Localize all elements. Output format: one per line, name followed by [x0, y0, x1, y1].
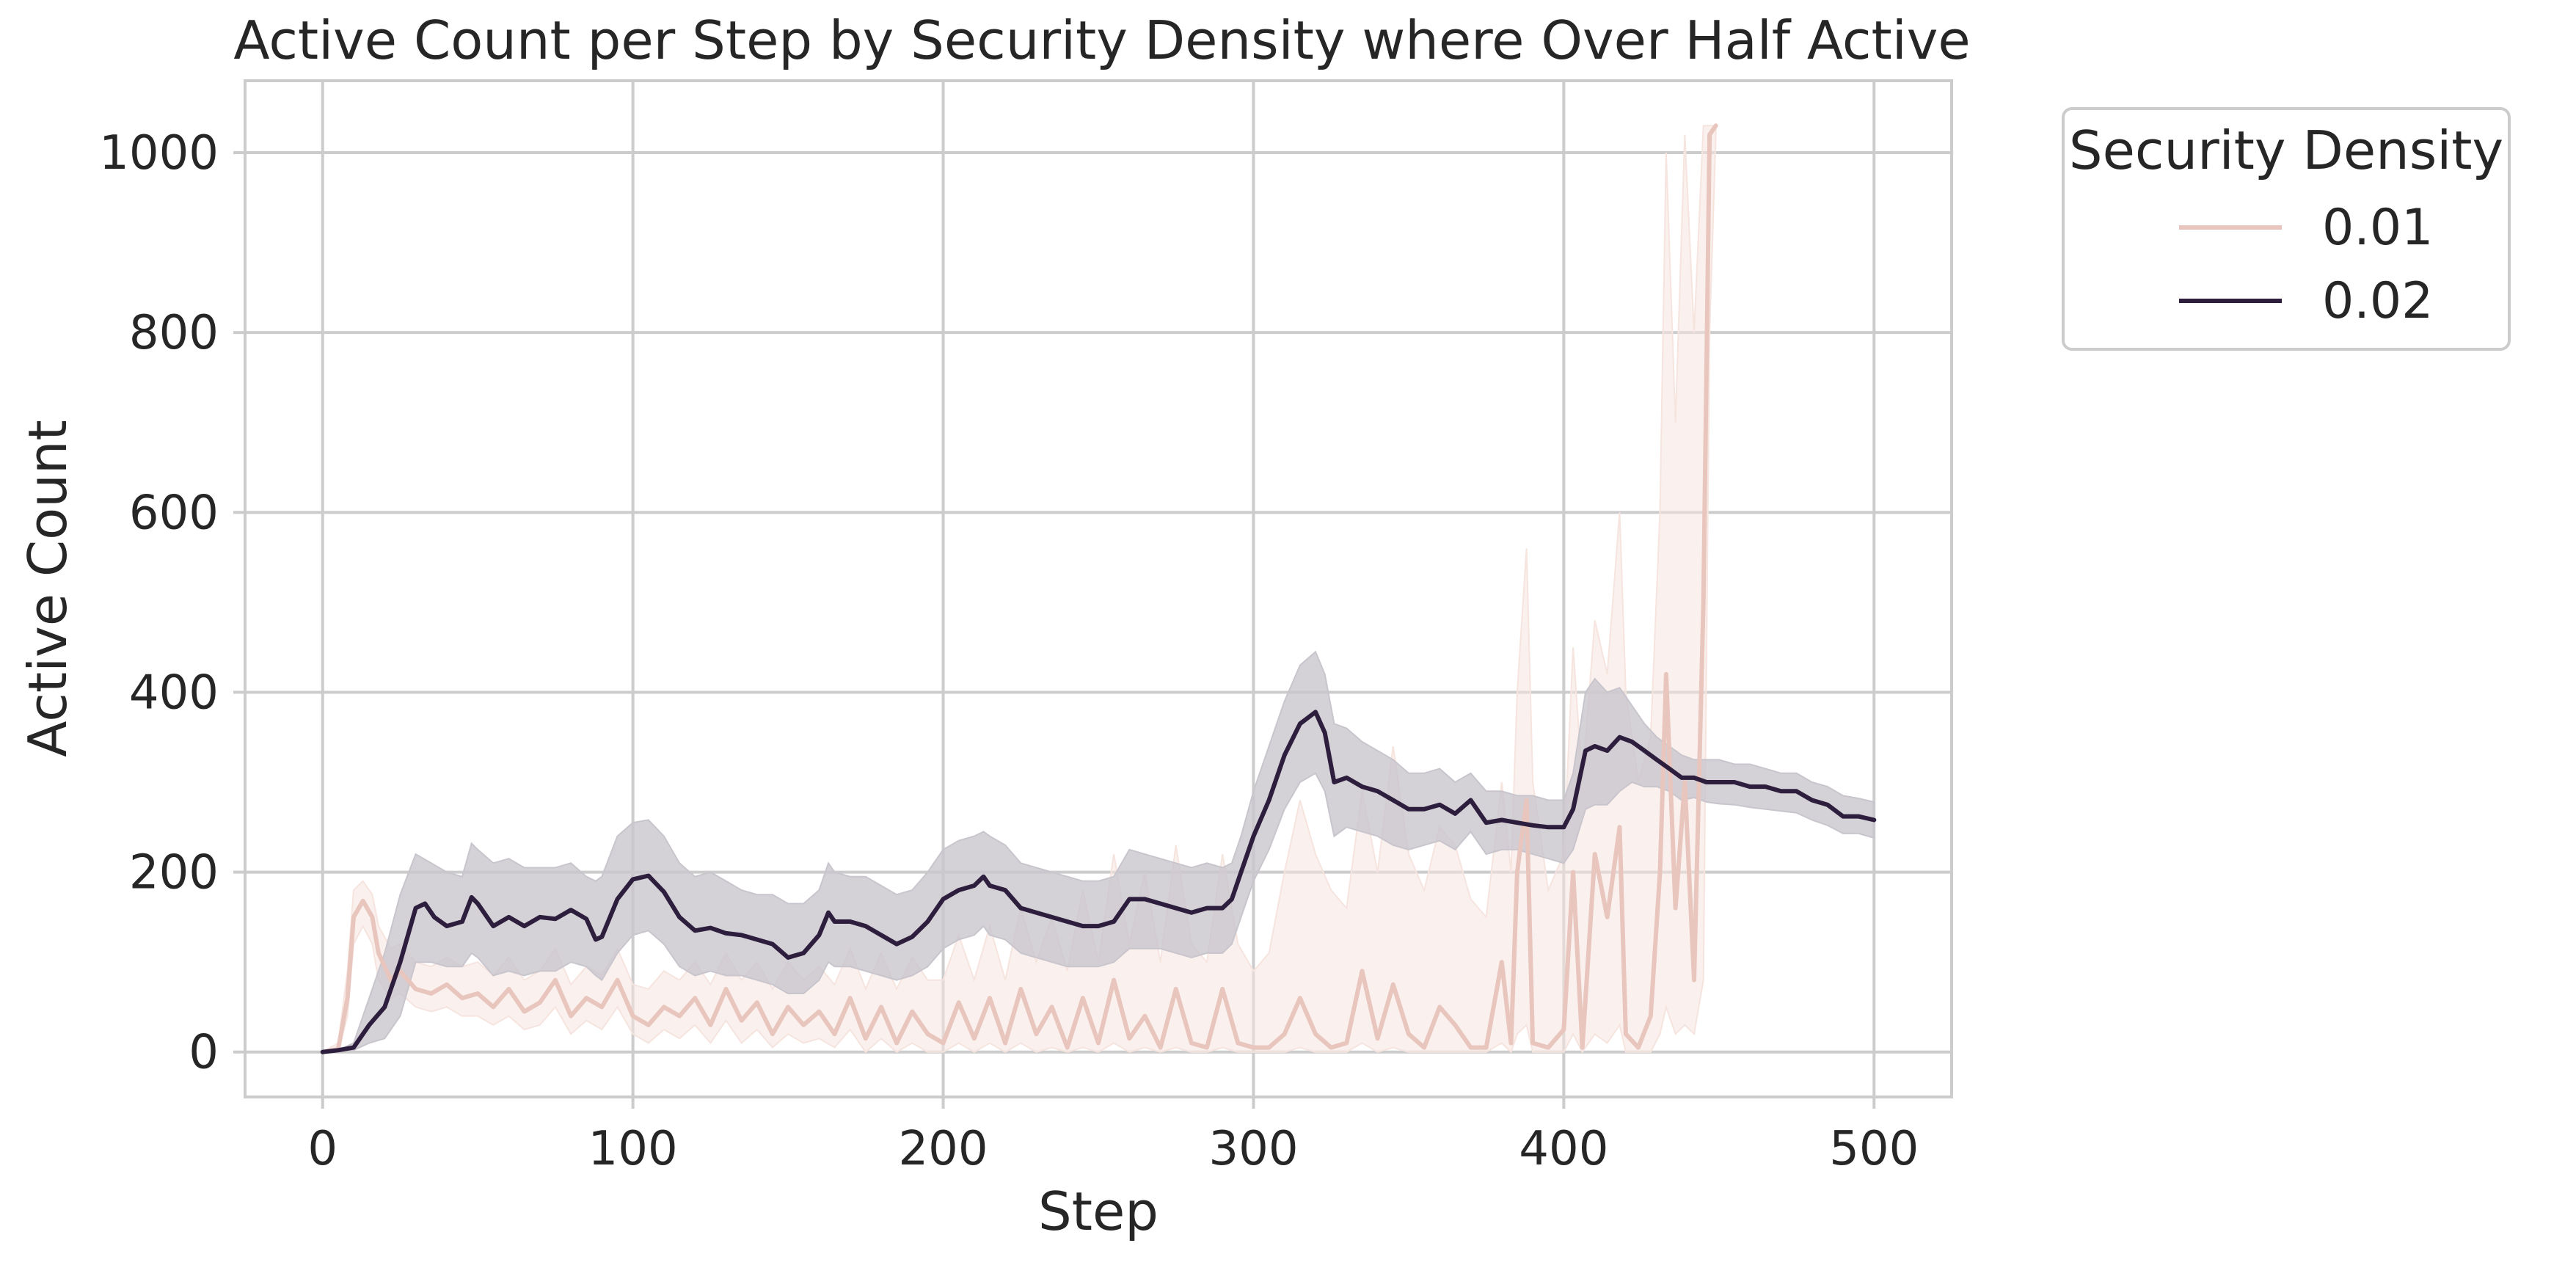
y-tick-label: 0: [189, 1026, 219, 1080]
x-tick-label: 100: [588, 1122, 678, 1176]
series-lines: [320, 123, 1877, 1054]
legend: Security Density 0.01 0.02: [2062, 107, 2511, 351]
x-axis-label: Step: [1038, 1181, 1159, 1242]
legend-title: Security Density: [2069, 120, 2503, 181]
legend-label-0.01: 0.01: [2322, 199, 2433, 257]
series-line-0.01: [320, 123, 1718, 1054]
plot-frame: [244, 79, 1953, 1098]
legend-box: [2062, 107, 2511, 351]
x-tick-label: 500: [1829, 1122, 1919, 1176]
y-tick-label: 400: [129, 666, 219, 720]
y-tick-label: 1000: [99, 126, 219, 181]
y-tick-label: 800: [129, 306, 219, 360]
x-tick-label: 0: [307, 1122, 337, 1176]
y-axis-label: Active Count: [17, 420, 79, 757]
chart-title: Active Count per Step by Security Densit…: [233, 10, 1970, 71]
x-tick-label: 400: [1519, 1122, 1608, 1176]
axis-ticks: 0 100 200 300 400 500 0 200 400 600 800 1000: [99, 126, 1919, 1176]
x-tick-label: 200: [898, 1122, 988, 1176]
y-tick-label: 200: [129, 846, 219, 900]
x-tick-label: 300: [1208, 1122, 1298, 1176]
series-line-0.02: [320, 710, 1877, 1054]
y-tick-label: 600: [129, 486, 219, 540]
legend-label-0.02: 0.02: [2322, 272, 2433, 330]
